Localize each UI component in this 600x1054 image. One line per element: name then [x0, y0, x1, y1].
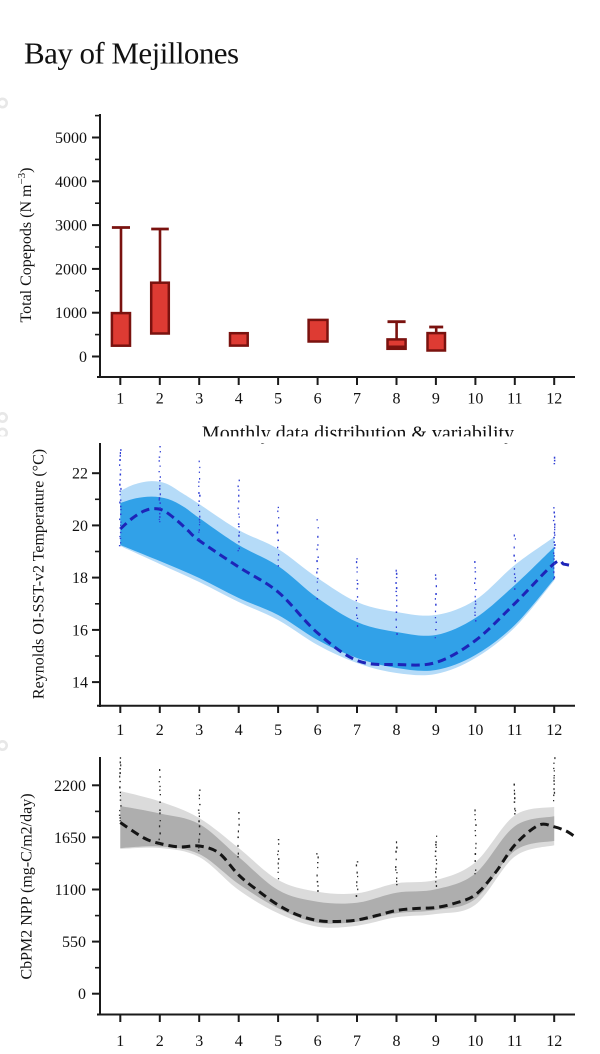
svg-text:9: 9 — [432, 391, 440, 408]
svg-text:11: 11 — [507, 722, 522, 739]
svg-text:7: 7 — [353, 722, 361, 739]
svg-text:9: 9 — [432, 722, 440, 739]
svg-text:2200: 2200 — [54, 778, 86, 795]
svg-text:3000: 3000 — [55, 218, 87, 235]
svg-text:4: 4 — [235, 391, 243, 408]
svg-text:12: 12 — [546, 1033, 562, 1050]
svg-text:12: 12 — [546, 722, 562, 739]
svg-text:22: 22 — [72, 466, 88, 483]
svg-text:8: 8 — [393, 722, 401, 739]
svg-text:1: 1 — [116, 391, 124, 408]
svg-text:11: 11 — [507, 391, 522, 408]
svg-text:550: 550 — [62, 934, 86, 951]
svg-text:6: 6 — [314, 391, 322, 408]
svg-text:18: 18 — [72, 570, 88, 587]
svg-text:9: 9 — [432, 1033, 440, 1050]
svg-text:7: 7 — [353, 1033, 361, 1050]
svg-text:10: 10 — [467, 391, 483, 408]
svg-text:1000: 1000 — [55, 305, 87, 322]
svg-text:2: 2 — [156, 722, 164, 739]
svg-text:0: 0 — [78, 986, 86, 1003]
svg-text:3: 3 — [195, 722, 203, 739]
svg-text:5000: 5000 — [55, 130, 87, 147]
svg-text:8: 8 — [393, 391, 401, 408]
svg-text:11: 11 — [507, 1033, 522, 1050]
svg-text:6: 6 — [314, 1033, 322, 1050]
svg-text:1: 1 — [116, 722, 124, 739]
svg-text:3: 3 — [195, 391, 203, 408]
svg-text:10: 10 — [467, 1033, 483, 1050]
svg-text:4000: 4000 — [55, 174, 87, 191]
svg-text:5: 5 — [274, 391, 282, 408]
svg-text:CbPM2 NPP (mg-C/m2/day): CbPM2 NPP (mg-C/m2/day) — [19, 793, 36, 979]
svg-text:1650: 1650 — [54, 830, 86, 847]
svg-text:Reynolds OI-SST-v2 Temperature: Reynolds OI-SST-v2 Temperature (°C) — [31, 449, 48, 699]
svg-text:2000: 2000 — [55, 261, 87, 278]
svg-text:16: 16 — [72, 622, 88, 639]
svg-text:Bay of Mejillones: Bay of Mejillones — [24, 36, 239, 71]
svg-text:2: 2 — [156, 391, 164, 408]
svg-text:5: 5 — [274, 1033, 282, 1050]
svg-text:7: 7 — [353, 391, 361, 408]
svg-text:8: 8 — [393, 1033, 401, 1050]
svg-text:Total Copepods (N m−3): Total Copepods (N m−3) — [16, 167, 35, 322]
svg-text:0: 0 — [79, 349, 87, 366]
svg-text:1100: 1100 — [55, 882, 86, 899]
svg-text:5: 5 — [274, 722, 282, 739]
svg-text:10: 10 — [467, 722, 483, 739]
svg-text:3: 3 — [195, 1033, 203, 1050]
svg-text:14: 14 — [72, 675, 88, 692]
svg-text:6: 6 — [314, 722, 322, 739]
svg-text:1: 1 — [116, 1033, 124, 1050]
svg-text:4: 4 — [235, 722, 243, 739]
svg-text:20: 20 — [72, 518, 88, 535]
svg-text:2: 2 — [156, 1033, 164, 1050]
svg-text:4: 4 — [235, 1033, 243, 1050]
svg-text:12: 12 — [546, 391, 562, 408]
